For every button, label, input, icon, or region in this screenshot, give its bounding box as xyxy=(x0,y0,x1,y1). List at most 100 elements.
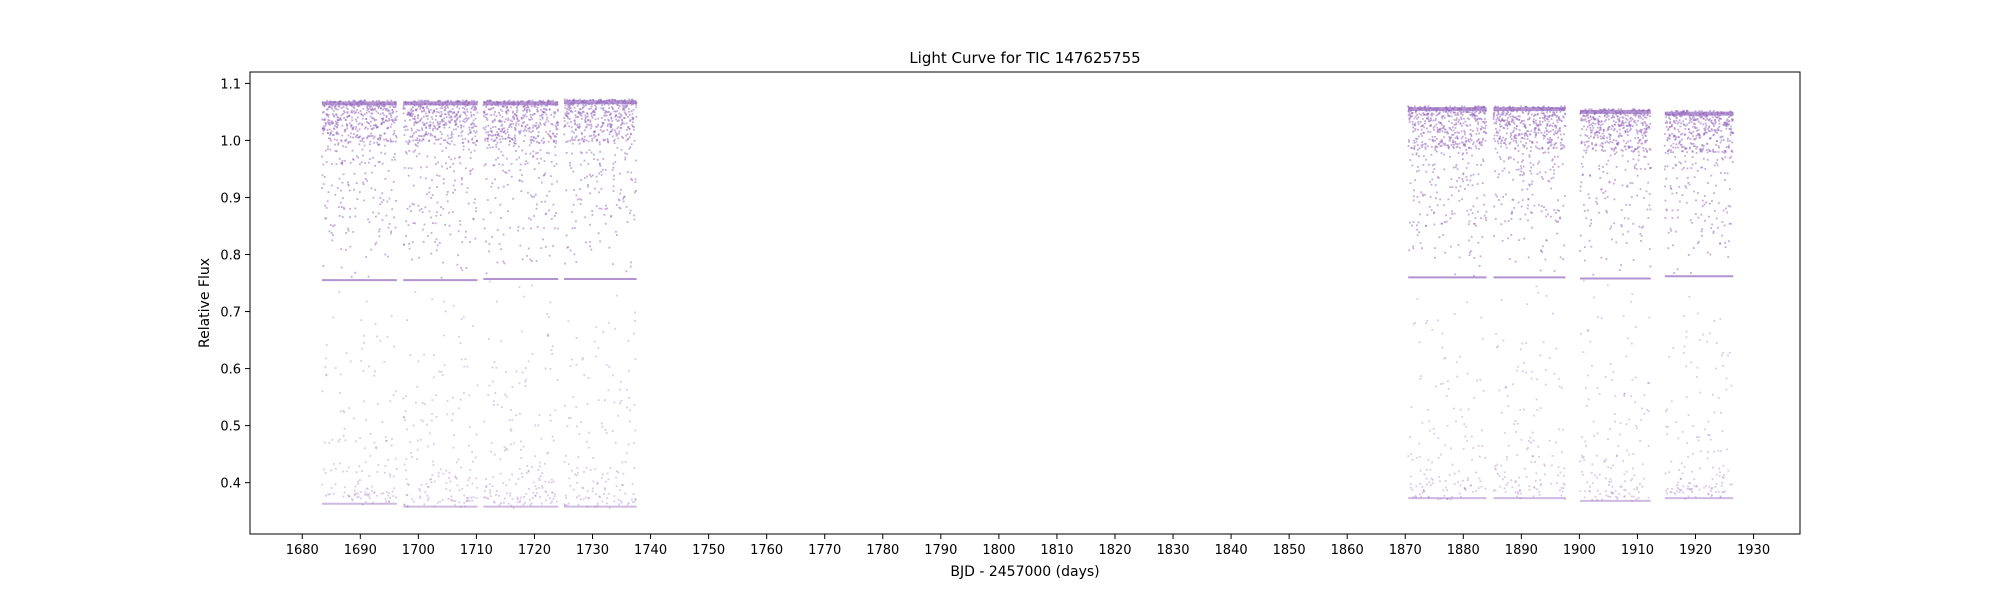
flux-point xyxy=(1520,438,1523,441)
flux-point xyxy=(1523,134,1526,137)
flux-point xyxy=(1450,144,1453,146)
flux-point xyxy=(490,185,493,188)
flux-point xyxy=(1560,148,1562,150)
flux-point xyxy=(496,229,499,231)
flux-point xyxy=(1495,127,1497,130)
flux-point xyxy=(610,126,612,128)
flux-point xyxy=(1631,342,1633,345)
flux-point xyxy=(569,162,571,164)
flux-point xyxy=(1630,479,1632,482)
flux-point xyxy=(1503,167,1506,170)
flux-point xyxy=(1600,188,1603,191)
flux-point xyxy=(629,212,631,215)
flux-point xyxy=(1484,457,1487,459)
flux-point xyxy=(536,157,539,160)
flux-point xyxy=(1483,130,1486,133)
flux-point xyxy=(388,112,391,115)
flux-point xyxy=(433,480,436,483)
flux-point xyxy=(1419,377,1422,380)
flux-point xyxy=(451,118,453,121)
flux-point xyxy=(628,136,631,139)
flux-point xyxy=(364,491,367,494)
flux-point xyxy=(468,394,471,397)
flux-point xyxy=(604,208,607,210)
flux-point xyxy=(347,141,350,143)
x-tick-label: 1850 xyxy=(1273,543,1306,558)
flux-point xyxy=(1636,174,1639,177)
flux-point xyxy=(527,470,530,473)
flux-point xyxy=(522,227,525,230)
flux-point xyxy=(627,116,629,118)
flux-point xyxy=(332,113,334,116)
flux-point xyxy=(1431,178,1434,181)
flux-point xyxy=(1613,149,1615,152)
flux-point xyxy=(568,118,571,120)
flux-point xyxy=(580,421,582,424)
flux-point xyxy=(452,396,454,399)
flux-point xyxy=(371,107,373,110)
flux-point xyxy=(1536,409,1539,411)
flux-point xyxy=(585,139,588,142)
flux-point xyxy=(1610,116,1613,119)
flux-point xyxy=(462,106,464,109)
flux-point xyxy=(516,501,519,504)
flux-point xyxy=(1420,144,1423,147)
flux-point xyxy=(382,492,385,495)
flux-point xyxy=(447,142,450,145)
flux-point xyxy=(1449,111,1452,114)
flux-point xyxy=(1536,106,1539,108)
flux-point xyxy=(625,106,627,109)
flux-point xyxy=(368,475,371,477)
flux-point xyxy=(386,336,389,338)
flux-point xyxy=(1438,112,1441,115)
flux-point xyxy=(452,413,454,415)
flux-point xyxy=(403,503,406,506)
flux-point xyxy=(1523,144,1526,147)
flux-point xyxy=(609,467,612,469)
flux-point xyxy=(1519,489,1521,492)
flux-point xyxy=(509,492,512,495)
flux-point xyxy=(328,119,331,122)
flux-point xyxy=(1422,194,1424,197)
flux-point xyxy=(511,120,514,123)
flux-point xyxy=(1452,133,1455,136)
flux-point xyxy=(448,116,451,119)
flux-point xyxy=(430,419,433,422)
flux-point xyxy=(522,140,525,142)
flux-point xyxy=(1620,134,1622,137)
flux-point xyxy=(620,124,622,127)
flux-point xyxy=(407,167,410,170)
flux-point xyxy=(1453,483,1456,486)
flux-point xyxy=(596,158,599,161)
flux-point xyxy=(361,148,364,151)
flux-point xyxy=(1509,123,1512,126)
flux-point xyxy=(511,473,513,476)
x-tick-label: 1700 xyxy=(402,543,435,558)
flux-point xyxy=(412,113,414,116)
flux-point xyxy=(1603,137,1606,140)
flux-point xyxy=(1511,210,1513,213)
flux-point xyxy=(1580,162,1583,165)
flux-point xyxy=(593,158,596,160)
flux-point xyxy=(404,129,407,132)
flux-point xyxy=(585,241,587,244)
flux-point xyxy=(1551,158,1554,161)
flux-point xyxy=(1467,223,1470,226)
flux-point xyxy=(1417,135,1420,138)
flux-point xyxy=(588,173,591,176)
flux-point xyxy=(1548,439,1551,442)
flux-point xyxy=(1606,136,1608,139)
flux-point xyxy=(1529,170,1532,172)
flux-point xyxy=(1502,196,1504,198)
flux-point xyxy=(530,502,533,505)
flux-point xyxy=(453,157,456,160)
flux-point xyxy=(1438,236,1441,239)
flux-point xyxy=(541,472,544,475)
flux-point xyxy=(442,472,445,475)
flux-point xyxy=(1418,455,1421,458)
flux-point xyxy=(360,360,363,362)
flux-point xyxy=(1634,115,1637,118)
flux-point xyxy=(575,406,578,409)
flux-point xyxy=(1562,487,1565,490)
flux-point xyxy=(345,248,347,251)
